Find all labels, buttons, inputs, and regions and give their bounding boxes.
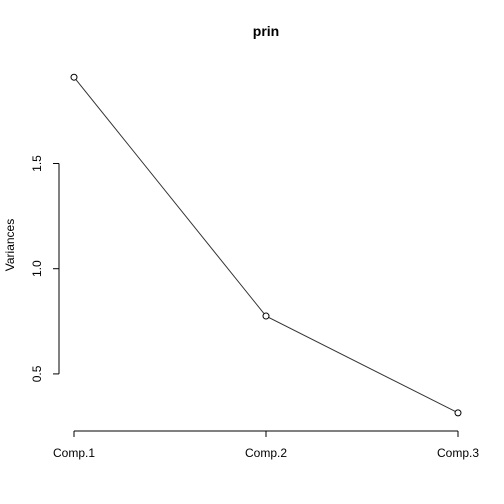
y-ticks: 0.5 1.0 1.5 (30, 155, 59, 382)
x-tick-label: Comp.3 (437, 446, 479, 460)
y-axis-label: Variances (3, 219, 17, 271)
data-points (70, 73, 462, 417)
data-point (262, 312, 270, 320)
y-tick-label: 1.5 (30, 155, 44, 172)
data-point (454, 409, 462, 417)
data-point (70, 73, 78, 81)
series-line (73, 76, 459, 414)
x-ticks: Comp.1 Comp.2 Comp.3 (53, 431, 479, 460)
x-tick-label: Comp.1 (53, 446, 95, 460)
x-tick-label: Comp.2 (245, 446, 287, 460)
y-tick-label: 0.5 (30, 365, 44, 382)
chart-title: prin (253, 23, 279, 39)
y-tick-label: 1.0 (30, 260, 44, 277)
